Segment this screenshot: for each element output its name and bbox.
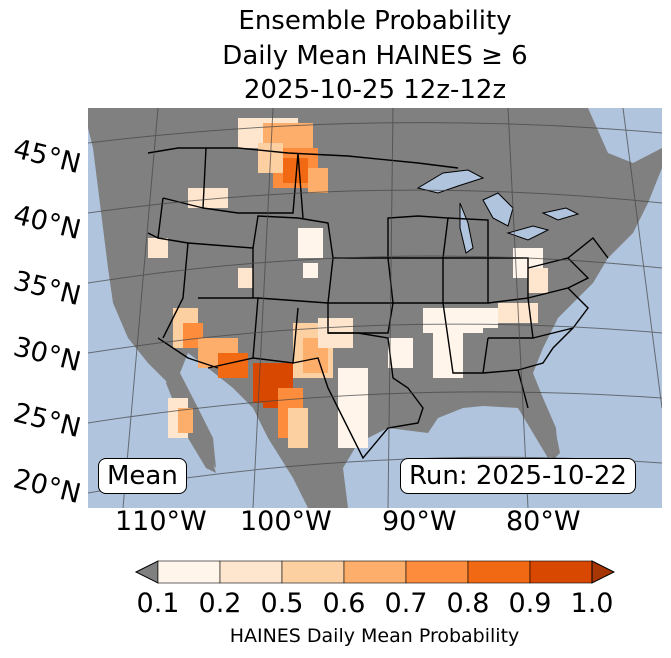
run-label-box: Run: 2025-10-22 — [400, 458, 636, 494]
northern-waters — [588, 108, 662, 163]
florida — [518, 408, 560, 460]
map-panel — [88, 108, 662, 508]
political-borders — [147, 147, 609, 460]
mean-label-box: Mean — [98, 458, 187, 494]
colorbar-tick-label: 0.8 — [446, 588, 490, 619]
probability-cell — [468, 308, 498, 328]
probability-cell — [303, 263, 318, 278]
colorbar-tick-label: 0.2 — [198, 588, 242, 619]
colorbar-tick-label: 1.0 — [570, 588, 614, 619]
lat-label-20: 20°N — [10, 463, 84, 511]
title-line-3: 2025-10-25 12z-12z — [243, 75, 507, 105]
probability-cell — [528, 268, 548, 293]
colorbar-segment — [343, 560, 407, 584]
colorbar-tick-label: 0.7 — [384, 588, 428, 619]
title-line-2: Daily Mean HAINES ≥ 6 — [222, 41, 528, 71]
colorbar-segments — [157, 560, 593, 584]
probability-cell — [338, 368, 368, 448]
probability-cell — [238, 268, 253, 288]
lon-label-110: 110°W — [115, 506, 207, 537]
lat-label-45: 45°N — [10, 133, 84, 181]
colorbar-over-arrow — [591, 560, 616, 584]
lat-label-35: 35°N — [10, 265, 84, 313]
lon-label-90: 90°W — [382, 506, 457, 537]
probability-cell — [218, 353, 248, 378]
colorbar-tick-label: 0.1 — [136, 588, 180, 619]
colorbar-segment — [219, 560, 283, 584]
probability-cell — [288, 408, 308, 448]
probability-cell — [178, 408, 193, 433]
probability-cell — [388, 338, 413, 368]
probability-cell — [308, 168, 328, 193]
map-canvas — [88, 108, 662, 508]
title-line-1: Ensemble Probability — [238, 6, 512, 36]
probability-cell — [188, 188, 228, 208]
lon-label-100: 100°W — [240, 506, 332, 537]
great-lakes — [416, 169, 580, 254]
colorbar-segment — [281, 560, 345, 584]
lat-label-40: 40°N — [10, 199, 84, 247]
lat-label-25: 25°N — [10, 397, 84, 445]
probability-cell — [148, 238, 168, 258]
colorbar-tick-label: 0.6 — [322, 588, 366, 619]
probability-cell — [298, 228, 323, 258]
colorbar-segment — [157, 560, 221, 584]
colorbar-segment — [529, 560, 593, 584]
colorbar-segment — [467, 560, 531, 584]
colorbar-segment — [405, 560, 469, 584]
lon-label-80: 80°W — [506, 506, 581, 537]
lat-label-30: 30°N — [10, 331, 84, 379]
colorbar-label: HAINES Daily Mean Probability — [229, 625, 520, 647]
colorbar-under-arrow — [134, 560, 159, 584]
probability-cell — [433, 323, 463, 378]
colorbar-tick-label: 0.9 — [508, 588, 552, 619]
colorbar-tick-label: 0.5 — [260, 588, 304, 619]
